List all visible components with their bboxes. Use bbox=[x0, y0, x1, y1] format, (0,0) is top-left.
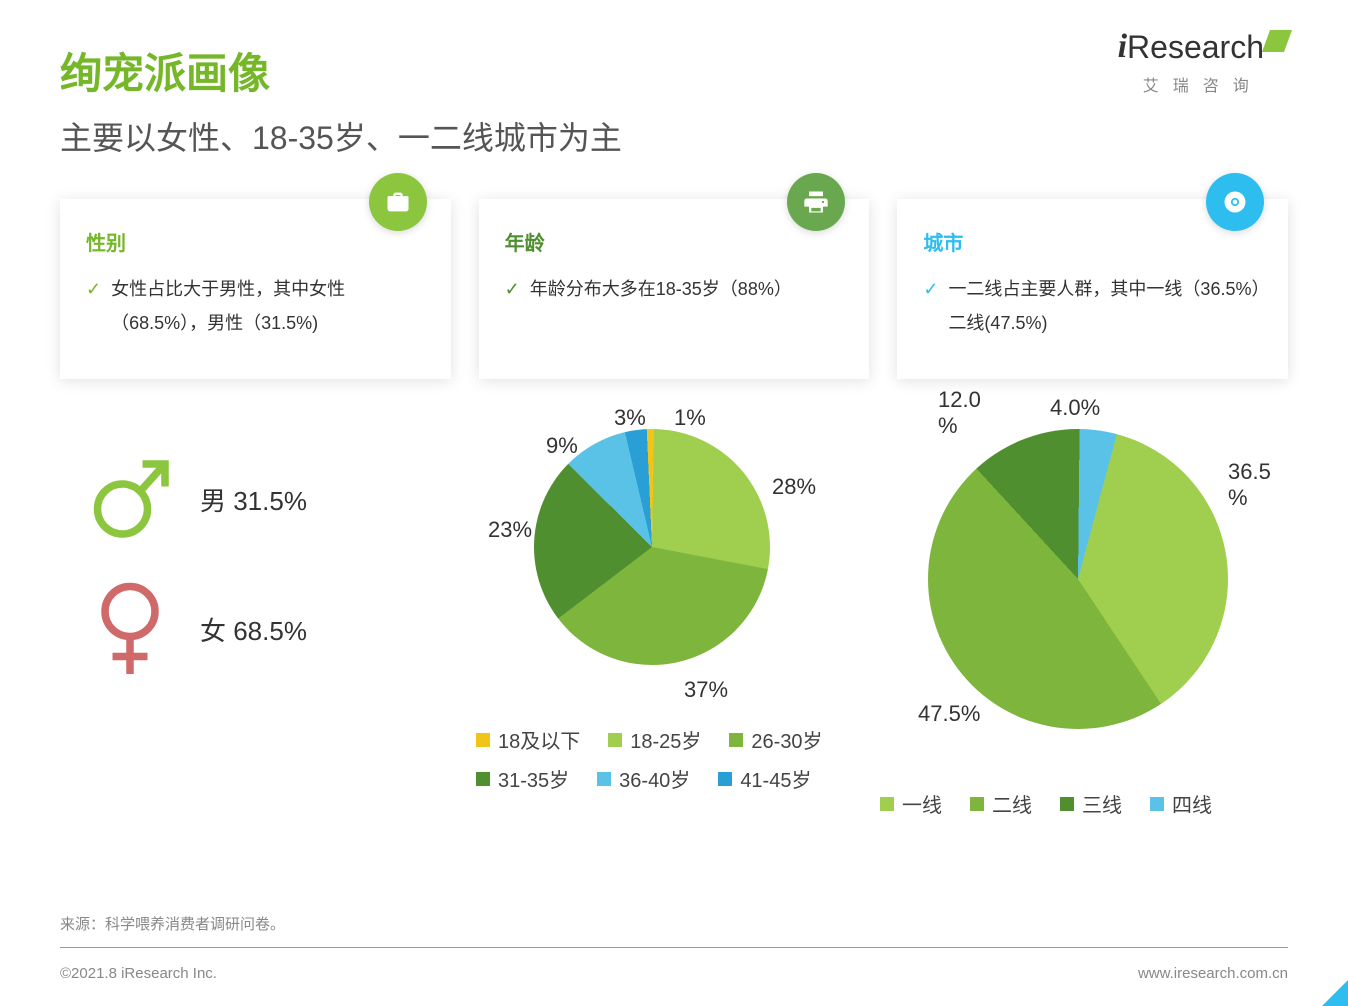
card-bullet: ✓年龄分布大多在18-35岁（88%） bbox=[505, 272, 844, 306]
age-col: 28% 37% 23% 9% 3% 1% 18及以下 18-25岁 26-30岁 31-35岁 3… bbox=[464, 389, 840, 793]
logo-flag-icon bbox=[1262, 30, 1292, 52]
camera-icon bbox=[1206, 173, 1264, 231]
printer-icon bbox=[787, 173, 845, 231]
legend-label: 36-40岁 bbox=[619, 764, 690, 793]
page-subtitle: 主要以女性、18-35岁、一二线城市为主 bbox=[60, 113, 1288, 159]
legend-item: 26-30岁 bbox=[729, 725, 822, 754]
legend-swatch-icon bbox=[1150, 797, 1164, 811]
card-age: 年龄 ✓年龄分布大多在18-35岁（88%） bbox=[479, 199, 870, 379]
card-bullet: ✓一二线占主要人群，其中一线（36.5%）二线(47.5%) bbox=[923, 272, 1262, 340]
legend-label: 18-25岁 bbox=[630, 725, 701, 754]
pie-label: 3% bbox=[614, 405, 646, 431]
legend-label: 四线 bbox=[1172, 789, 1212, 818]
pie-label: 1% bbox=[674, 405, 706, 431]
legend-item: 二线 bbox=[970, 789, 1032, 818]
legend-swatch-icon bbox=[1060, 797, 1074, 811]
legend-label: 41-45岁 bbox=[740, 764, 811, 793]
pie-label: 23% bbox=[488, 517, 532, 543]
legend-label: 二线 bbox=[992, 789, 1032, 818]
legend-item: 三线 bbox=[1060, 789, 1122, 818]
legend-swatch-icon bbox=[880, 797, 894, 811]
female-label: 女 68.5% bbox=[200, 611, 307, 648]
logo-rest: Research bbox=[1127, 29, 1264, 66]
pie-disk bbox=[534, 429, 770, 665]
gender-col: 男 31.5% 女 68.5% bbox=[60, 389, 436, 679]
city-col: 36.5 % 47.5% 12.0 % 4.0% 一线 二线 三线 四线 bbox=[868, 389, 1288, 818]
card-gender: 性别 ✓女性占比大于男性，其中女性（68.5%），男性（31.5%) bbox=[60, 199, 451, 379]
page-title: 绚宠派画像 bbox=[60, 40, 1288, 101]
legend-label: 一线 bbox=[902, 789, 942, 818]
footer-url: www.iresearch.com.cn bbox=[1138, 965, 1288, 982]
pie-disk bbox=[928, 429, 1228, 729]
pie-label: 28% bbox=[772, 474, 816, 500]
card-title: 性别 bbox=[86, 227, 425, 256]
legend-swatch-icon bbox=[970, 797, 984, 811]
male-label: 男 31.5% bbox=[200, 481, 307, 518]
pie-label: 4.0% bbox=[1050, 395, 1100, 421]
footer-source: 来源：科学喂养消费者调研问卷。 bbox=[60, 913, 285, 934]
age-pie: 28% 37% 23% 9% 3% 1% bbox=[474, 389, 830, 705]
legend-swatch-icon bbox=[729, 733, 743, 747]
female-icon bbox=[90, 579, 170, 679]
legend-item: 31-35岁 bbox=[476, 764, 569, 793]
pie-label: 36.5 % bbox=[1228, 459, 1271, 511]
card-title: 城市 bbox=[923, 227, 1262, 256]
legend-item: 41-45岁 bbox=[718, 764, 811, 793]
corner-accent-icon bbox=[1322, 980, 1348, 1006]
legend-label: 26-30岁 bbox=[751, 725, 822, 754]
footer-copyright: ©2021.8 iResearch Inc. bbox=[60, 965, 217, 982]
age-legend: 18及以下 18-25岁 26-30岁 31-35岁 36-40岁 41-45岁 bbox=[464, 725, 840, 793]
city-pie: 36.5 % 47.5% 12.0 % 4.0% bbox=[868, 389, 1288, 769]
gender-male: 男 31.5% bbox=[90, 449, 436, 549]
pie-label: 9% bbox=[546, 433, 578, 459]
logo: iResearch 艾瑞咨询 bbox=[1118, 28, 1288, 96]
cards-row: 性别 ✓女性占比大于男性，其中女性（68.5%），男性（31.5%) 年龄 ✓年龄分布… bbox=[0, 169, 1348, 379]
legend-swatch-icon bbox=[718, 772, 732, 786]
pie-label: 37% bbox=[684, 677, 728, 703]
legend-label: 31-35岁 bbox=[498, 764, 569, 793]
legend-item: 四线 bbox=[1150, 789, 1212, 818]
logo-sub: 艾瑞咨询 bbox=[1118, 72, 1288, 96]
gender-female: 女 68.5% bbox=[90, 579, 436, 679]
legend-swatch-icon bbox=[476, 733, 490, 747]
briefcase-icon bbox=[369, 173, 427, 231]
male-icon bbox=[90, 449, 170, 549]
legend-item: 36-40岁 bbox=[597, 764, 690, 793]
header: 绚宠派画像 主要以女性、18-35岁、一二线城市为主 iResearch 艾瑞咨… bbox=[0, 0, 1348, 169]
legend-swatch-icon bbox=[597, 772, 611, 786]
legend-item: 18及以下 bbox=[476, 725, 580, 754]
legend-item: 18-25岁 bbox=[608, 725, 701, 754]
legend-label: 18及以下 bbox=[498, 725, 580, 754]
legend-item: 一线 bbox=[880, 789, 942, 818]
legend-swatch-icon bbox=[476, 772, 490, 786]
legend-swatch-icon bbox=[608, 733, 622, 747]
pie-label: 47.5% bbox=[918, 701, 980, 727]
card-title: 年龄 bbox=[505, 227, 844, 256]
city-legend: 一线 二线 三线 四线 bbox=[868, 789, 1288, 818]
card-bullet: ✓女性占比大于男性，其中女性（68.5%），男性（31.5%) bbox=[86, 272, 425, 340]
logo-i: i bbox=[1118, 28, 1127, 66]
legend-label: 三线 bbox=[1082, 789, 1122, 818]
card-city: 城市 ✓一二线占主要人群，其中一线（36.5%）二线(47.5%) bbox=[897, 199, 1288, 379]
pie-label: 12.0 % bbox=[938, 387, 981, 439]
charts-row: 男 31.5% 女 68.5% 28% 37% 23% 9% 3% 1% 18及以下 18-… bbox=[0, 379, 1348, 818]
